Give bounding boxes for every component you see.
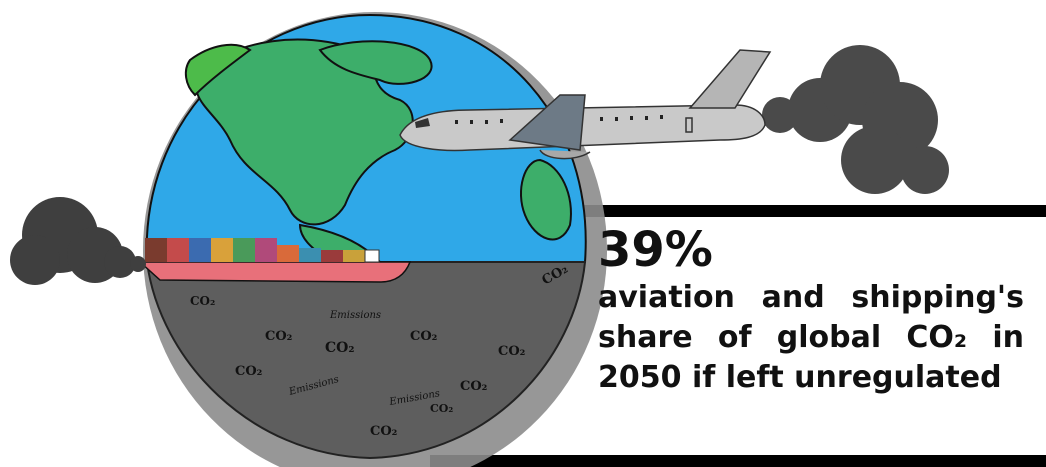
caption-line-2: share of global CO₂ in [598, 318, 1024, 358]
airplane-icon [399, 49, 772, 160]
co2-label: CO₂ [265, 329, 292, 344]
cargo-ship-icon [138, 238, 412, 283]
caption-word: and [761, 280, 825, 315]
caption-word: global [776, 320, 882, 355]
co2-label: CO₂ [190, 294, 215, 308]
caption-word: CO₂ [906, 320, 968, 355]
caption-word: shipping's [851, 280, 1024, 315]
co2-label: CO₂ [430, 402, 453, 415]
co2-label: CO₂ [235, 364, 262, 379]
co2-label: CO₂ [498, 344, 525, 359]
co2-label: CO₂ [325, 340, 354, 356]
smoke-icon [762, 45, 949, 194]
co2-label: CO₂ [460, 379, 487, 394]
smoke-icon [10, 197, 146, 285]
caption-word: of [717, 320, 752, 355]
caption-line-1: aviation and shipping's [598, 278, 1024, 318]
co2-label: CO₂ [410, 329, 437, 344]
stat-textbox: 39% aviation and shipping's share of glo… [598, 222, 1038, 398]
co2-label: CO₂ [370, 424, 397, 439]
emissions-label: Emissions [329, 310, 381, 321]
top-divider-bar [575, 205, 1046, 217]
caption-word: share [598, 320, 693, 355]
caption-line-3: 2050 if left unregulated [598, 360, 1002, 395]
caption-word: aviation [598, 280, 735, 315]
stat-percentage: 39% [598, 222, 713, 278]
bottom-divider-bar [430, 455, 1046, 467]
caption-word: in [992, 320, 1024, 355]
